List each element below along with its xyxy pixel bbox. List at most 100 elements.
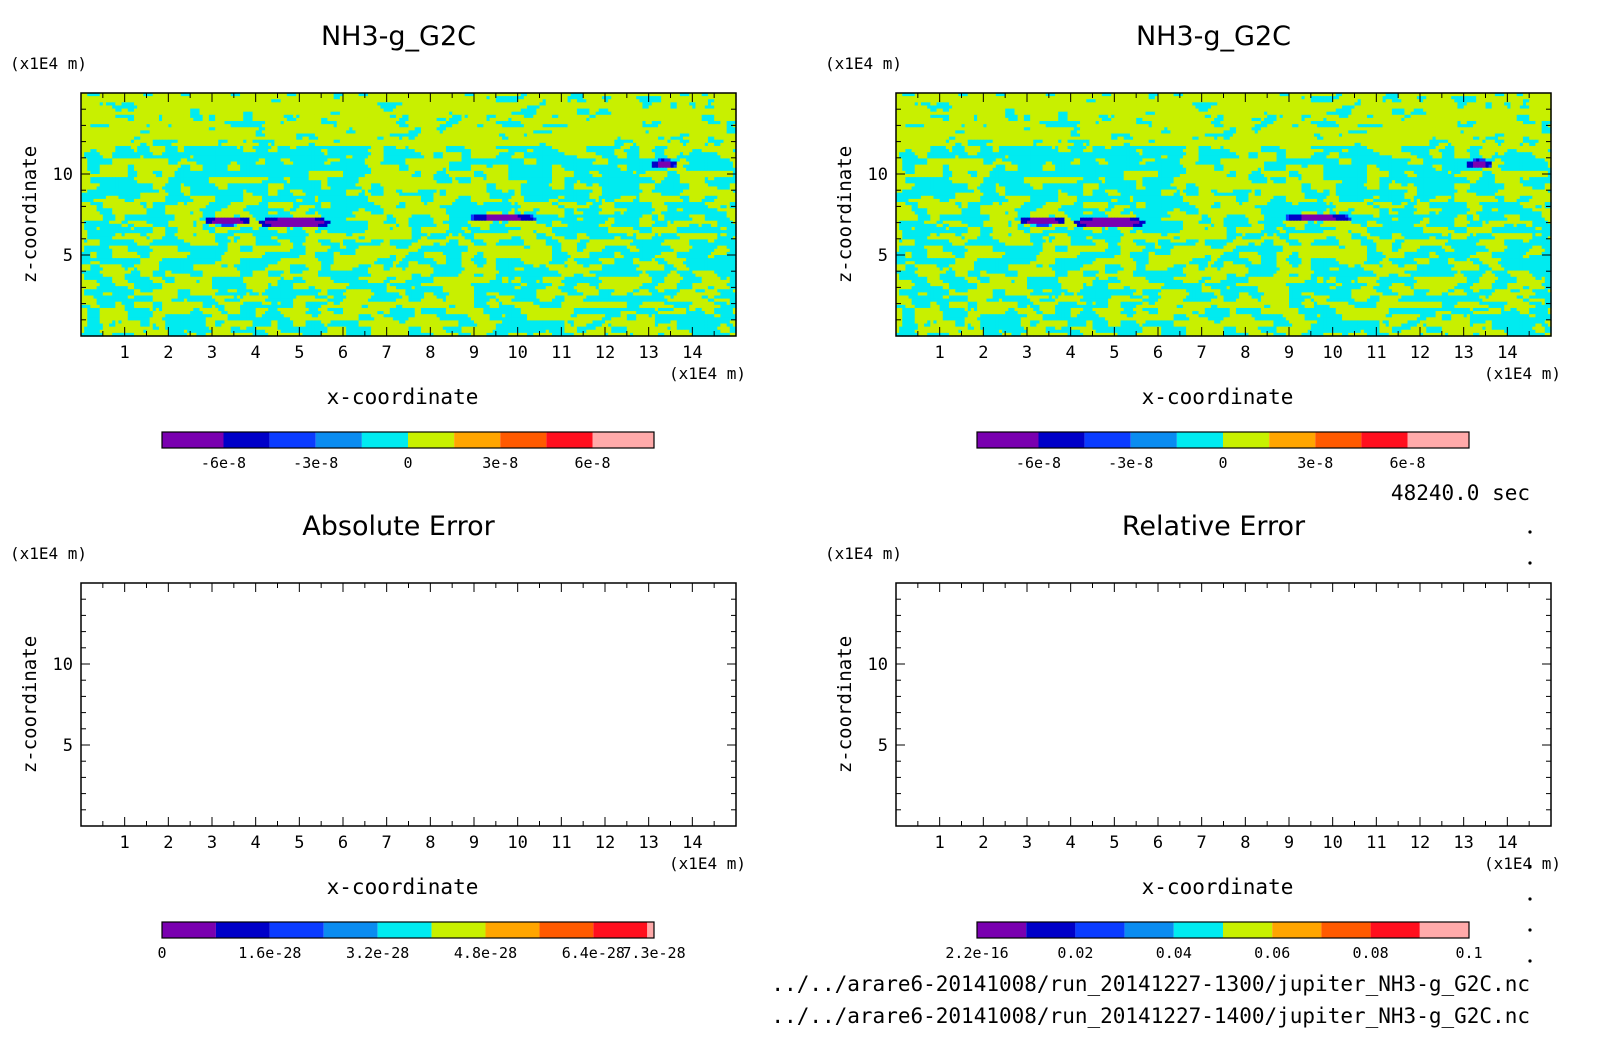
contour-cell [230, 93, 235, 97]
contour-cell [439, 117, 444, 122]
contour-cell [467, 111, 472, 116]
contour-cell [455, 102, 460, 107]
contour-cell [595, 99, 600, 103]
contour-cell [296, 102, 300, 107]
contour-cell [193, 93, 198, 97]
contour-cell [299, 102, 304, 107]
contour-cell [636, 99, 640, 103]
contour-cell [165, 114, 169, 119]
contour-cell [196, 108, 201, 113]
contour-cell [539, 114, 544, 119]
contour-cell [233, 114, 238, 119]
contour-cell [511, 96, 516, 100]
contour-cell [177, 121, 182, 125]
contour-cell [299, 121, 304, 125]
contour-cell [642, 99, 647, 103]
contour-cell [374, 99, 378, 103]
contour-cell [380, 93, 385, 97]
contour-cell [280, 108, 285, 113]
contour-cell [461, 99, 466, 103]
contour-cell [367, 102, 372, 107]
contour-cell [489, 102, 494, 107]
contour-cell [377, 108, 382, 113]
contour-cell [523, 121, 528, 125]
contour-cell [227, 96, 232, 100]
contour-cell [489, 117, 494, 122]
contour-cell [620, 121, 625, 125]
contour-cell [629, 99, 634, 103]
contour-cell [124, 102, 129, 107]
contour-cell [84, 96, 88, 100]
contour-cell [134, 121, 138, 125]
contour-cell [427, 108, 431, 113]
contour-cell [442, 93, 447, 97]
contour-cell [495, 114, 500, 119]
contour-cell [174, 93, 179, 97]
contour-cell [271, 93, 275, 97]
contour-cell [670, 111, 675, 116]
contour-cell [149, 114, 154, 119]
contour-cell [109, 96, 113, 100]
contour-cell [361, 105, 366, 110]
contour-cell [608, 121, 612, 125]
contour-cell [729, 105, 734, 110]
contour-cell [355, 111, 360, 116]
contour-cell [570, 108, 575, 113]
contour-cell [293, 102, 297, 107]
contour-cell [402, 111, 406, 116]
contour-cell [495, 96, 500, 100]
contour-cell [308, 108, 313, 113]
contour-cell [171, 121, 176, 125]
contour-cell [726, 96, 731, 100]
contour-cell [99, 93, 104, 97]
contour-cell [199, 105, 204, 110]
contour-cell [433, 117, 438, 122]
contour-cell [349, 111, 353, 116]
contour-cell [227, 114, 232, 119]
contour-cell [277, 111, 282, 116]
contour-cell [411, 99, 416, 103]
contour-cell [698, 99, 703, 103]
contour-cell [146, 121, 151, 125]
contour-cell [389, 96, 394, 100]
contour-cell [651, 99, 656, 103]
contour-cell [586, 93, 591, 97]
contour-cell [392, 102, 397, 107]
contour-cell [636, 108, 640, 113]
contour-cell [118, 105, 123, 110]
contour-cell [445, 114, 450, 119]
contour-cell [483, 114, 488, 119]
contour-cell [140, 111, 144, 116]
contour-cell [84, 108, 88, 113]
contour-cell [130, 114, 135, 119]
contour-cell [367, 93, 372, 97]
contour-cell [520, 102, 525, 107]
contour-cell [286, 105, 291, 110]
contour-cell [620, 102, 625, 107]
contour-cell [427, 117, 431, 122]
contour-cell [726, 99, 731, 103]
contour-cell [352, 93, 357, 97]
contour-cell [402, 96, 406, 100]
contour-cell [548, 93, 553, 97]
contour-cell [96, 111, 101, 116]
contour-cell [682, 121, 687, 125]
contour-cell [583, 114, 587, 119]
contour-cell [711, 114, 715, 119]
contour-cell [701, 96, 706, 100]
contour-cell [321, 108, 325, 113]
contour-cell [445, 111, 450, 116]
contour-cell [514, 121, 519, 125]
contour-cell [112, 124, 116, 128]
contour-cell [243, 121, 247, 125]
contour-cell [155, 93, 160, 97]
contour-cell [430, 111, 435, 116]
contour-cell [573, 108, 578, 113]
contour-cell [386, 121, 391, 125]
contour-cell [155, 96, 160, 100]
contour-cell [682, 111, 687, 116]
contour-cell [411, 117, 416, 122]
contour-cell [383, 102, 388, 107]
contour-cell [339, 105, 344, 110]
contour-cell [573, 111, 578, 116]
